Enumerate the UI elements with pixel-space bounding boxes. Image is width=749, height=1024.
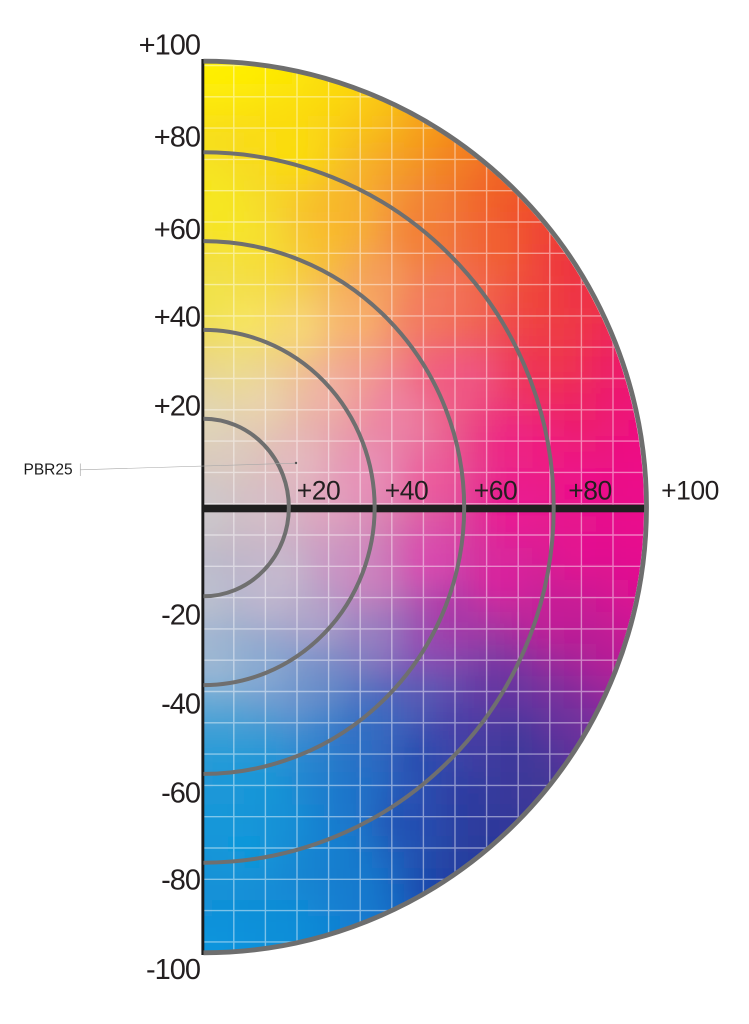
svg-text:PBR25: PBR25 <box>24 462 73 479</box>
svg-text:-60: -60 <box>161 778 200 810</box>
svg-text:-80: -80 <box>161 865 200 897</box>
svg-text:+100: +100 <box>139 30 200 62</box>
svg-text:+60: +60 <box>154 214 200 246</box>
svg-text:-100: -100 <box>146 954 200 986</box>
svg-text:+100: +100 <box>661 476 719 506</box>
svg-text:+40: +40 <box>154 302 200 334</box>
svg-text:-40: -40 <box>161 688 200 720</box>
svg-text:+80: +80 <box>154 122 200 154</box>
svg-text:+80: +80 <box>568 476 611 506</box>
svg-text:+20: +20 <box>154 390 200 422</box>
svg-text:+60: +60 <box>474 476 517 506</box>
svg-text:-20: -20 <box>161 599 200 631</box>
svg-text:+20: +20 <box>297 476 340 506</box>
svg-text:+40: +40 <box>385 476 428 506</box>
